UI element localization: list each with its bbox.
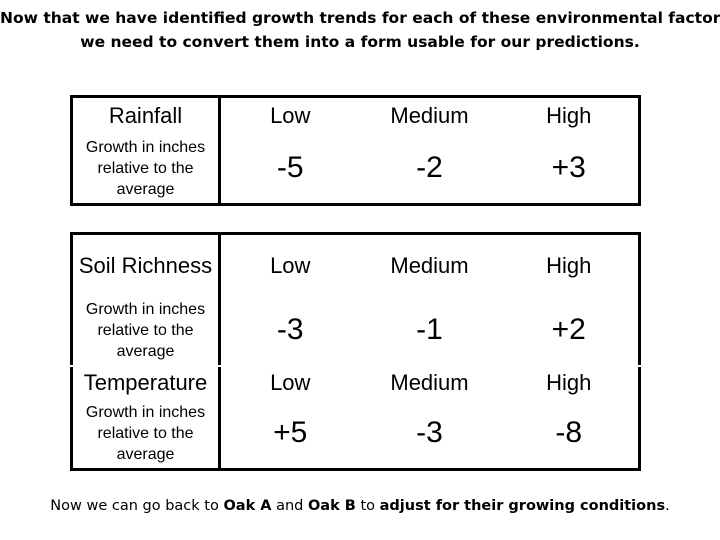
value-medium: -1: [416, 313, 443, 346]
level-low: Low: [270, 369, 311, 395]
footer-part-2: and: [271, 498, 308, 514]
level-low: Low: [219, 232, 360, 295]
value-high: -8: [499, 398, 641, 471]
rainfall-table: Rainfall Low Medium High Growth in inche…: [70, 95, 641, 206]
footer-text: Now we can go back to Oak A and Oak B to…: [0, 498, 720, 514]
value-high: +3: [499, 133, 641, 206]
level-medium: Medium: [359, 232, 500, 295]
level-medium: Medium: [359, 95, 500, 133]
value-medium: -2: [359, 133, 500, 206]
growth-row-label: Growth in inches relative to the average: [70, 295, 221, 365]
growth-row-label: Growth in inches relative to the average: [70, 133, 221, 206]
growth-row-label: Growth in inches relative to the average: [70, 398, 221, 471]
level-high: High: [499, 232, 641, 295]
footer-oak-a: Oak A: [223, 498, 272, 514]
value-low: -5: [219, 133, 360, 206]
level-high: High: [499, 95, 641, 133]
footer-oak-b: Oak B: [307, 498, 356, 514]
factor-label-temperature: Temperature: [70, 367, 221, 398]
soil-richness-table: Soil Richness Low Medium High Growth in …: [70, 232, 641, 365]
footer-part-1: Now we can go back to: [50, 498, 224, 514]
level-low: Low: [219, 95, 360, 133]
value-low: +5: [219, 398, 360, 471]
value-high: +2: [499, 295, 641, 365]
level-medium: Medium: [390, 369, 469, 395]
footer-adjust-phrase: adjust for their growing conditions: [379, 498, 666, 514]
title-line-2: we need to convert them into a form usab…: [80, 33, 640, 51]
temperature-table: Temperature Low Medium High Growth in in…: [70, 367, 641, 471]
footer-part-5: .: [665, 498, 670, 514]
level-high: High: [499, 367, 641, 398]
value-medium: -3: [359, 398, 500, 471]
factor-label-rainfall: Rainfall: [70, 95, 221, 133]
footer-part-3: to: [355, 498, 380, 514]
value-low: -3: [276, 313, 304, 346]
factor-label-soil-richness: Soil Richness: [70, 232, 221, 295]
slide-title: Now that we have identified growth trend…: [0, 6, 720, 54]
title-line-1: Now that we have identified growth trend…: [0, 9, 720, 27]
